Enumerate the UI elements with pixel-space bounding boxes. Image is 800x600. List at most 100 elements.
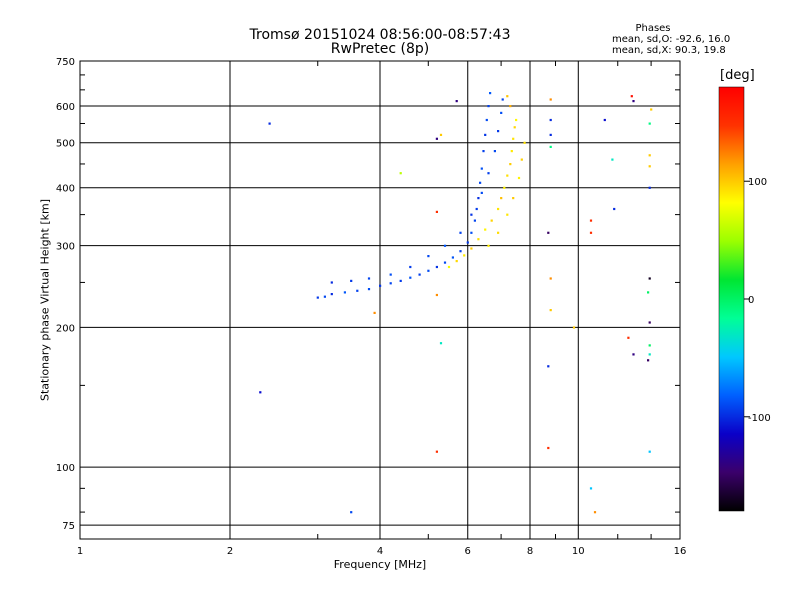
data-point (500, 197, 503, 200)
data-point (589, 231, 593, 234)
data-point (485, 118, 488, 122)
data-point (350, 511, 353, 514)
data-point (549, 118, 552, 122)
y-tick-label: 750 (56, 57, 75, 68)
data-point (648, 277, 651, 280)
data-point (520, 158, 523, 161)
data-point (547, 231, 550, 234)
data-point (479, 181, 482, 184)
data-point (632, 100, 635, 103)
data-point (439, 342, 443, 345)
data-point (648, 450, 651, 453)
data-point (648, 165, 651, 168)
colorbar-ticks: 100 0 -100 (744, 177, 771, 424)
data-point (389, 273, 392, 276)
data-point (503, 186, 506, 189)
colorbar-tick-label: 100 (748, 177, 767, 188)
phases-legend-title: Phases (635, 23, 671, 34)
data-point (427, 255, 430, 258)
data-point (513, 126, 516, 129)
data-point (427, 269, 430, 272)
data-point (509, 163, 512, 166)
data-point (343, 291, 346, 294)
data-point (367, 277, 371, 280)
data-point (259, 391, 262, 394)
data-point (613, 207, 616, 211)
data-point (330, 293, 333, 296)
data-point (443, 244, 447, 247)
y-tick-label: 600 (56, 102, 75, 113)
colorbar-tick-label: -100 (748, 413, 771, 424)
data-point (373, 311, 376, 314)
x-tick-label: 1 (77, 546, 83, 557)
data-point (506, 174, 509, 177)
x-tick-label: 4 (377, 546, 383, 557)
data-point (648, 344, 651, 347)
data-point (409, 276, 412, 279)
data-point (470, 213, 473, 216)
data-point (480, 191, 483, 194)
data-point (475, 207, 478, 211)
data-point (497, 207, 500, 211)
data-point (648, 122, 651, 125)
data-point (515, 118, 518, 122)
data-point (572, 326, 576, 329)
data-point (549, 309, 552, 312)
y-tick-label: 400 (56, 184, 75, 195)
data-point (473, 219, 476, 222)
data-points (259, 92, 653, 514)
data-point (268, 122, 271, 125)
x-tick-label: 10 (572, 546, 585, 557)
data-point (549, 133, 552, 136)
data-point (356, 289, 359, 292)
data-point (497, 231, 500, 234)
colorbar (718, 86, 745, 512)
data-point (455, 100, 458, 103)
data-point (435, 210, 438, 213)
data-point (510, 150, 513, 153)
data-point (399, 172, 402, 175)
data-point (647, 291, 650, 294)
data-point (627, 336, 630, 339)
phases-x-mode-stats: mean, sd,X: 90.3, 19.8 (612, 45, 726, 56)
data-point (506, 213, 509, 216)
data-point (549, 277, 552, 280)
data-point (316, 296, 319, 299)
data-point (447, 265, 451, 269)
data-point (463, 254, 466, 257)
data-point (480, 167, 483, 170)
data-point (547, 446, 550, 450)
data-point (379, 284, 382, 287)
data-point (611, 158, 614, 161)
data-point (418, 273, 421, 276)
data-point (648, 186, 651, 189)
data-point (589, 219, 593, 222)
data-point (459, 231, 462, 234)
data-point (350, 279, 353, 282)
data-point (367, 288, 371, 291)
data-point (409, 265, 412, 269)
data-point (443, 261, 447, 264)
colorbar-tick-label: 0 (748, 295, 754, 306)
data-point (487, 105, 490, 108)
data-point (650, 108, 653, 111)
data-point (648, 353, 651, 356)
y-tick-label: 200 (56, 323, 75, 334)
data-point (632, 353, 635, 356)
data-point (451, 256, 454, 259)
data-point (484, 228, 487, 231)
data-point (523, 141, 526, 144)
data-point (323, 295, 326, 298)
data-point (500, 111, 503, 114)
data-point (330, 281, 333, 284)
data-point (589, 487, 593, 490)
grid-lines (80, 60, 680, 539)
axis-ticks: 1 2 4 6 8 10 16 75 100 200 300 400 500 600 750 (56, 57, 686, 557)
y-tick-label: 75 (62, 521, 75, 532)
data-point (648, 154, 651, 157)
x-axis-label: Frequency [MHz] (333, 558, 427, 571)
data-point (490, 219, 493, 222)
data-point (493, 150, 496, 153)
data-point (648, 321, 651, 324)
data-point (647, 359, 650, 362)
